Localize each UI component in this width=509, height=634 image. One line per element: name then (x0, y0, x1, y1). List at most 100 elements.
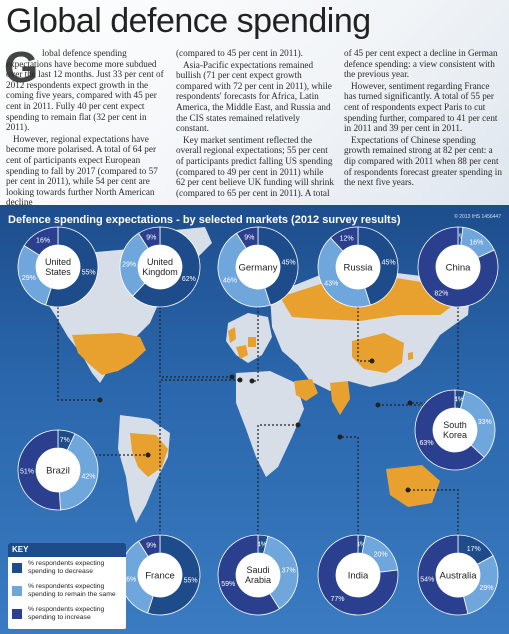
donut-brazil: 7% 42% 51% Brazil (17, 429, 99, 511)
slice-label-same: 43% (324, 280, 338, 287)
donut-germany: 45% 46% 9% Germany (217, 226, 299, 308)
donut-center (36, 448, 80, 492)
article-column-1: lobal defence spending expectations have… (6, 48, 164, 209)
slice-label-same: 29% (479, 585, 493, 592)
legend-swatch (12, 563, 22, 573)
legend-label: % respondents expecting spending to incr… (28, 606, 105, 621)
slice-label-same: 29% (122, 262, 136, 269)
donut-center (433, 408, 477, 452)
slice-label-decrease: 62% (182, 276, 196, 283)
connector-dot-brazil (145, 452, 151, 458)
paragraph: (compared to 45 per cent in 2011). (176, 48, 303, 58)
slice-label-increase: 54% (420, 576, 434, 583)
donut-label: Germany (238, 262, 277, 273)
slice-increase (236, 226, 259, 249)
slice-label-decrease: 45% (382, 260, 396, 267)
donut-label: India (348, 570, 369, 581)
map-india (330, 381, 350, 415)
slice-increase (417, 534, 469, 616)
donut-label: Australia (440, 570, 478, 581)
slice-increase (17, 429, 61, 511)
slice-label-increase: 82% (434, 291, 448, 298)
slice-increase (138, 534, 161, 557)
donut-label: United (45, 257, 71, 267)
slice-label-increase: 9% (146, 235, 156, 242)
connector-dot-south-korea (407, 400, 413, 406)
legend-item-decrease: % respondents expecting spending to decr… (8, 557, 126, 580)
drop-cap: G (4, 43, 39, 92)
donut-charts: 55%29%16%UnitedStates62%29%9%UnitedKingd… (17, 226, 499, 616)
slice-increase (417, 226, 499, 308)
donut-australia: 17% 29% 54% Australia (417, 534, 499, 616)
donut-center (436, 553, 480, 597)
connector-india (340, 436, 359, 575)
panel-credit: © 2013 IHS 1456447 (454, 214, 501, 220)
article-column-2: (compared to 45 per cent in 2011). Asia-… (176, 48, 334, 199)
donut-center (236, 245, 280, 289)
panel-title: Defence spending expectations - by selec… (8, 214, 401, 226)
slice-label-increase: 77% (330, 596, 344, 603)
slice-label-same: 42% (81, 473, 95, 480)
paragraph: lobal defence spending expectations have… (6, 48, 164, 133)
slice-same (119, 540, 154, 614)
donut-label: Brazil (46, 465, 70, 476)
map-usa (72, 333, 146, 375)
slice-label-decrease: 2% (455, 234, 465, 241)
donut-china: 2% 16% 82% China (417, 226, 499, 308)
slice-label-decrease: 55% (184, 577, 198, 584)
paragraph: of 45 per cent expect a decline in Germa… (344, 48, 498, 80)
map-africa (236, 371, 304, 477)
legend-heading: KEY (8, 543, 126, 557)
slice-same (317, 237, 371, 308)
slice-increase (414, 389, 485, 471)
slice-label-increase: 51% (20, 468, 34, 475)
slice-label-same: 33% (478, 419, 492, 426)
slice-label-increase: 59% (221, 581, 235, 588)
page-title: Global defence spending (6, 2, 371, 40)
connector-dot-russia (369, 358, 375, 364)
map-china (352, 333, 404, 373)
donut-russia: 45% 43% 12% Russia (317, 226, 399, 308)
connector-russia (357, 267, 372, 362)
donut-center (138, 245, 182, 289)
slice-increase (138, 226, 161, 249)
slice-label-decrease: 4% (454, 397, 464, 404)
connector-saudi-arabia (257, 424, 298, 575)
donut-center (436, 245, 480, 289)
slice-label-increase: 16% (36, 237, 50, 244)
connector-dot-china (375, 402, 381, 408)
slice-label-decrease: 3% (356, 542, 366, 549)
slice-label-same: 20% (374, 551, 388, 558)
map-south-korea (408, 352, 413, 360)
slice-label-same: 29% (22, 275, 36, 282)
connector-dot-germany (249, 378, 255, 384)
map-australia (386, 465, 440, 507)
slice-same (217, 232, 271, 308)
donut-label: China (446, 262, 472, 273)
slice-increase (317, 534, 399, 616)
slice-label-increase: 63% (420, 440, 434, 447)
paragraph: Asia-Pacific expectations remained bulli… (176, 59, 332, 134)
slice-increase (23, 226, 59, 256)
donut-label: Korea (443, 430, 467, 440)
slice-decrease (147, 534, 201, 616)
legend-label: % respondents expecting spending to decr… (28, 560, 105, 575)
legend-item-same: % respondents expecting spending to rema… (8, 580, 126, 603)
slice-label-decrease: 17% (467, 546, 481, 553)
donut-label: France (145, 570, 175, 581)
connector-united-states (57, 267, 100, 401)
donut-france: 55% 36% 9% France (119, 534, 201, 616)
slice-decrease (45, 226, 99, 308)
connector-dot-united-kingdom (229, 374, 235, 380)
slice-label-decrease: 7% (60, 437, 70, 444)
slice-label-decrease: 4% (257, 542, 267, 549)
donut-label: Arabia (245, 575, 271, 585)
map-uk (228, 327, 236, 343)
slice-decrease (357, 226, 399, 306)
connector-dot-australia (405, 487, 411, 493)
slice-decrease (132, 226, 201, 308)
paragraph: Expectations of Chinese spending growth … (344, 134, 502, 188)
